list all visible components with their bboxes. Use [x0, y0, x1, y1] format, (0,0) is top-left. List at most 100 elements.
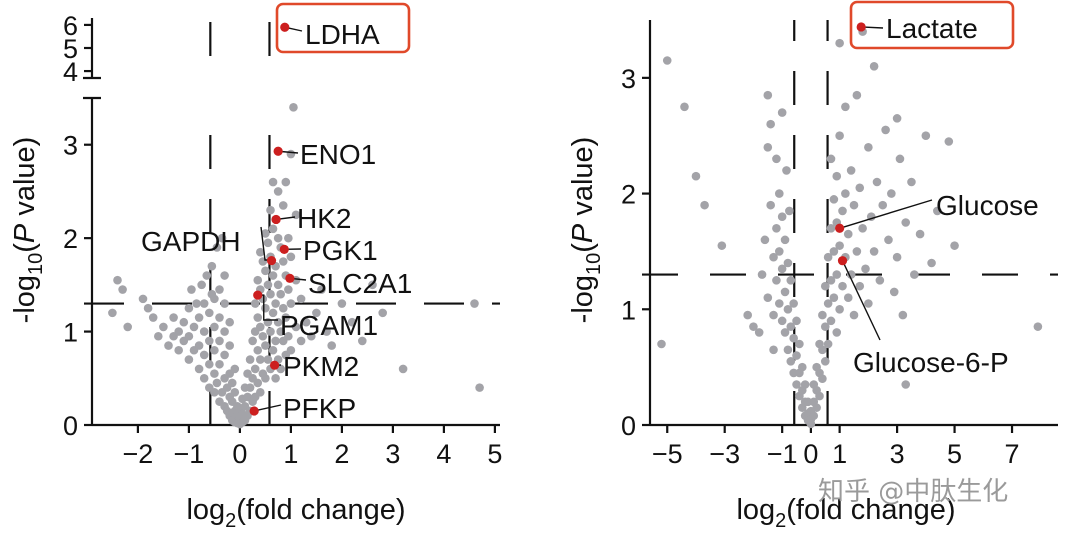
- left-data-point: [215, 313, 224, 322]
- left-data-point: [266, 327, 275, 336]
- right-data-point: [786, 276, 796, 285]
- right-data-point: [838, 206, 847, 216]
- right-data-point: [1033, 322, 1043, 331]
- left-data-point: [187, 285, 196, 294]
- right-data-point: [846, 166, 856, 175]
- right-data-point: [852, 247, 862, 256]
- right-data-point: [800, 380, 810, 389]
- right-data-point: [789, 299, 798, 308]
- right-data-point: [869, 247, 879, 256]
- gene-label-ldha: LDHA: [305, 19, 380, 50]
- left-background-points: [108, 103, 484, 429]
- left-data-point: [217, 233, 227, 243]
- left-data-point: [291, 322, 301, 332]
- right-data-point: [818, 310, 827, 320]
- left-data-point: [276, 289, 286, 299]
- right-data-point: [843, 229, 853, 239]
- left-data-point: [220, 299, 229, 308]
- right-data-point: [915, 229, 925, 239]
- right-x-tick-label: 7: [1005, 439, 1020, 469]
- right-data-point: [743, 310, 752, 320]
- left-data-point: [268, 271, 278, 280]
- highlight-point-gapdh: [266, 255, 277, 266]
- left-data-point: [263, 238, 273, 248]
- left-x-tick-label: −1: [174, 439, 205, 469]
- right-data-point: [774, 299, 784, 308]
- left-data-point: [225, 341, 234, 350]
- right-x-tick-label: 1: [832, 439, 847, 469]
- highlight-point-slc2a1: [285, 273, 295, 283]
- left-data-point: [123, 322, 132, 332]
- right-data-point: [820, 322, 830, 331]
- left-data-point: [286, 299, 296, 308]
- left-data-point: [215, 336, 224, 346]
- highlight-box-lactate: [849, 0, 1015, 50]
- left-data-point: [301, 317, 311, 327]
- left-data-point: [245, 383, 255, 392]
- right-background-points: [657, 27, 1043, 429]
- left-data-point: [263, 280, 273, 290]
- right-data-point: [869, 61, 879, 71]
- right-data-point: [757, 270, 767, 279]
- right-data-point: [841, 189, 850, 198]
- left-data-point: [174, 327, 183, 336]
- left-data-point: [327, 341, 337, 350]
- left-data-point: [210, 369, 219, 378]
- left-data-point: [220, 350, 229, 360]
- left-data-point: [337, 299, 347, 308]
- left-data-point: [108, 308, 117, 318]
- right-data-point: [907, 177, 916, 187]
- right-data-point: [774, 247, 784, 256]
- highlight-point-eno1: [273, 146, 283, 156]
- right-data-point: [782, 166, 791, 175]
- left-data-point: [212, 243, 222, 252]
- left-data-point: [253, 378, 263, 388]
- right-x-tick-label: −5: [652, 439, 683, 469]
- right-data-point: [763, 90, 773, 100]
- left-data-point: [179, 317, 189, 327]
- gene-label-pkm2: PKM2: [283, 351, 359, 382]
- highlight-point-pgam1: [253, 290, 263, 300]
- gene-label-pgk1: PGK1: [303, 235, 378, 266]
- right-data-point: [780, 235, 790, 245]
- right-data-point: [835, 241, 844, 250]
- left-data-point: [286, 252, 296, 262]
- right-data-point: [792, 380, 801, 389]
- right-data-point: [852, 90, 862, 100]
- right-data-point: [895, 154, 905, 164]
- right-data-point: [944, 137, 954, 146]
- left-data-point: [261, 341, 270, 350]
- right-data-point: [783, 258, 793, 268]
- left-data-point: [220, 327, 229, 336]
- right-data-point: [786, 322, 796, 331]
- left-data-point: [148, 313, 158, 322]
- right-data-point: [889, 287, 899, 297]
- right-data-point: [766, 119, 775, 129]
- left-data-point: [189, 322, 199, 332]
- right-data-point: [829, 247, 839, 256]
- left-data-point: [261, 266, 270, 276]
- left-data-point: [118, 285, 127, 294]
- metabolite-label-glucose-6-p: Glucose-6-P: [853, 347, 1009, 378]
- left-x-tick-label: 5: [487, 439, 502, 469]
- left-data-point: [245, 355, 255, 364]
- left-data-point: [281, 177, 291, 187]
- right-data-point: [769, 252, 778, 262]
- right-highlight-points: Lactate Glucose Glucose-6-P: [835, 0, 1039, 378]
- right-data-point: [829, 195, 839, 204]
- right-data-point: [843, 293, 853, 303]
- left-data-point: [159, 322, 168, 332]
- right-data-point: [901, 218, 911, 227]
- left-data-point: [210, 345, 219, 355]
- left-x-tick-label: −2: [123, 439, 154, 469]
- right-data-point: [832, 270, 842, 279]
- left-data-point: [113, 275, 122, 285]
- metabolite-leader-line: [841, 260, 881, 341]
- right-data-point: [872, 177, 882, 187]
- left-data-point: [273, 233, 283, 243]
- highlight-point-glucose-6-p: [837, 256, 848, 266]
- right-data-point: [777, 212, 787, 222]
- left-data-point: [296, 294, 306, 304]
